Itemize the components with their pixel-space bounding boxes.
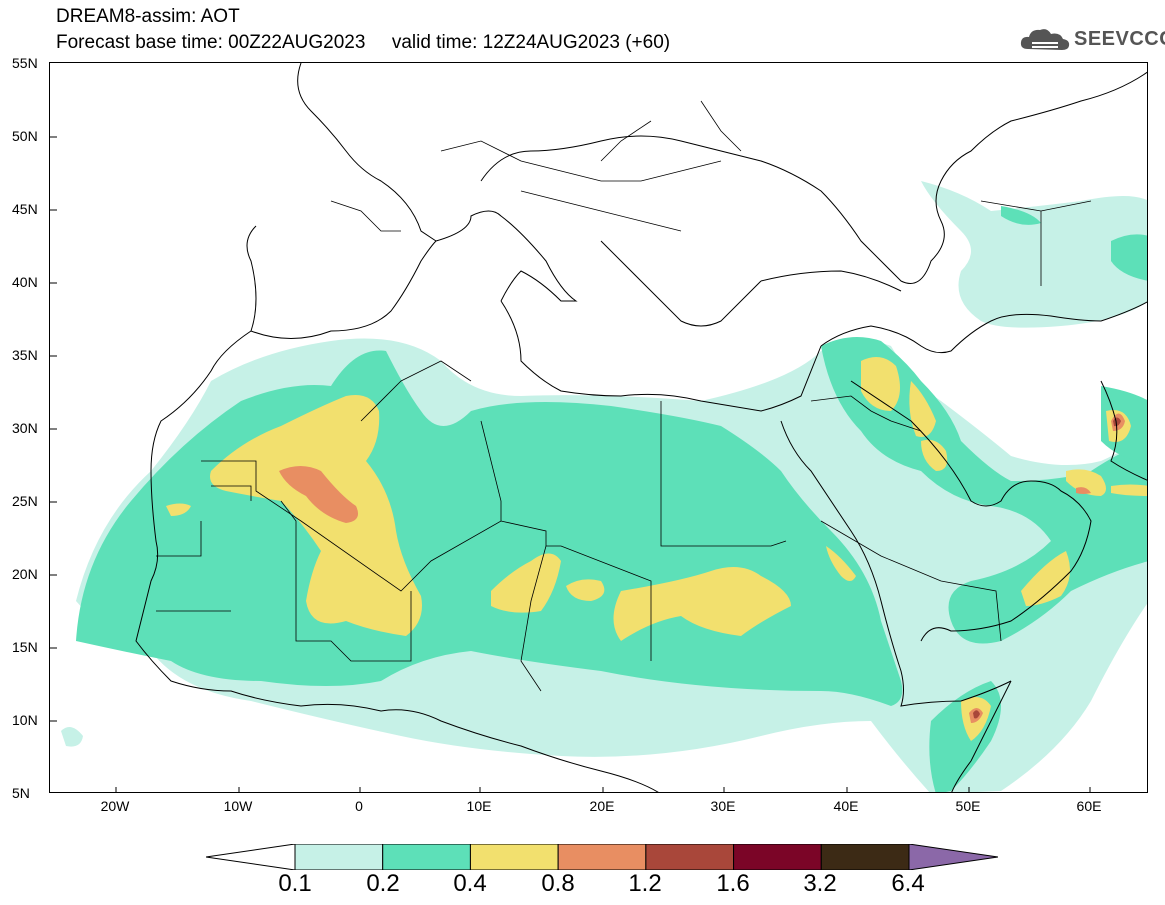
- lat-label: 45N: [12, 201, 38, 217]
- forecast-time-line: Forecast base time: 00Z22AUG2023 valid t…: [56, 32, 671, 53]
- colorbar-box: [733, 844, 822, 870]
- lat-label: 30N: [12, 420, 38, 436]
- lat-label: 50N: [12, 128, 38, 144]
- lon-label: 0: [355, 798, 363, 814]
- colorbar-label: 1.2: [628, 870, 662, 897]
- lon-label: 20E: [589, 798, 615, 814]
- lon-label: 40E: [833, 798, 859, 814]
- colorbar-over-arrow: [908, 844, 998, 870]
- colorbar-box: [820, 844, 910, 870]
- lat-label: 40N: [12, 274, 38, 290]
- map-panel: [49, 62, 1148, 793]
- colorbar-box: [557, 844, 647, 870]
- aot-level-1.2: [973, 417, 1121, 719]
- aot-field: [50, 63, 1147, 792]
- seevccc-logo: SEEVCCC: [1018, 25, 1165, 55]
- cloud-icon: [1020, 29, 1070, 50]
- lon-label: 30E: [710, 798, 736, 814]
- colorbar-label: 6.4: [891, 870, 925, 897]
- lon-label: 10W: [223, 798, 253, 814]
- colorbar-box: [469, 844, 559, 870]
- lon-label: 60E: [1076, 798, 1102, 814]
- colorbar-box: [294, 844, 384, 870]
- logo-text: SEEVCCC: [1074, 28, 1165, 50]
- lat-label: 20N: [12, 566, 38, 582]
- lat-label: 55N: [12, 55, 38, 71]
- map-title: DREAM8-assim: AOT: [56, 6, 240, 27]
- coastlines: [135, 63, 1147, 792]
- lon-label: 20W: [100, 798, 130, 814]
- lon-label: 50E: [955, 798, 981, 814]
- colorbar: [206, 844, 998, 870]
- colorbar-under-arrow: [206, 844, 296, 870]
- lat-label: 10N: [12, 712, 38, 728]
- colorbar-label: 0.1: [278, 870, 312, 897]
- colorbar-label: 3.2: [803, 870, 837, 897]
- country-borders: [156, 100, 1092, 692]
- colorbar-label: 0.2: [366, 870, 400, 897]
- colorbar-label: 0.8: [541, 870, 575, 897]
- colorbar-label: 0.4: [453, 870, 487, 897]
- colorbar-label: 1.6: [716, 870, 750, 897]
- lat-label: 15N: [12, 639, 38, 655]
- axis-ticks: [50, 136, 1091, 792]
- lat-label: 35N: [12, 347, 38, 363]
- colorbar-box: [645, 844, 735, 870]
- lat-label: 25N: [12, 493, 38, 509]
- lon-label: 10E: [466, 798, 492, 814]
- lat-label: 5N: [12, 785, 30, 801]
- colorbar-box: [382, 844, 471, 870]
